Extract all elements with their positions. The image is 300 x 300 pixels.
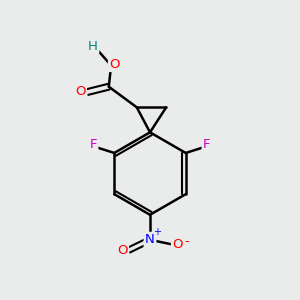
Text: O: O <box>110 58 120 70</box>
Text: F: F <box>203 138 211 151</box>
Text: O: O <box>172 238 183 251</box>
Text: O: O <box>75 85 86 98</box>
Text: H: H <box>88 40 98 52</box>
Text: N: N <box>145 233 155 246</box>
Text: F: F <box>89 138 97 151</box>
Text: -: - <box>184 235 189 248</box>
Text: +: + <box>153 227 161 237</box>
Text: O: O <box>117 244 128 256</box>
